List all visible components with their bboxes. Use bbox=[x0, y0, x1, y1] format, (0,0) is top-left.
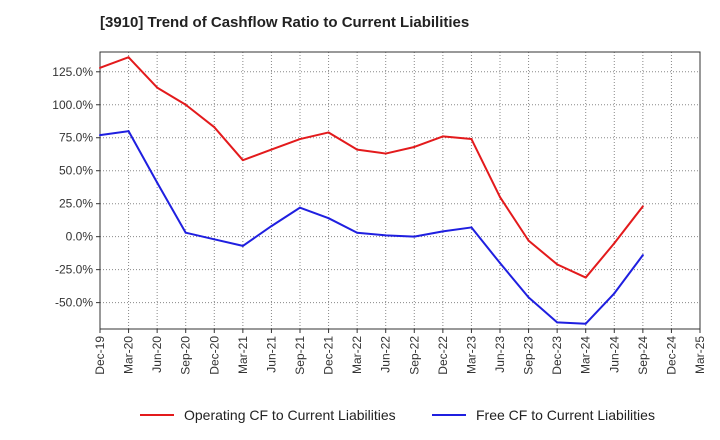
x-tick-label: Jun-23 bbox=[493, 336, 507, 373]
data-point-1 bbox=[327, 131, 330, 134]
data-point-1 bbox=[470, 138, 473, 141]
data-point-2 bbox=[441, 230, 444, 233]
y-tick-label: -50.0% bbox=[55, 296, 93, 310]
x-tick-label: Jun-24 bbox=[607, 336, 621, 373]
legend-label: Operating CF to Current Liabilities bbox=[184, 407, 396, 423]
legend-label: Free CF to Current Liabilities bbox=[476, 407, 655, 423]
x-tick-label: Sep-21 bbox=[293, 336, 307, 375]
x-tick-label: Mar-21 bbox=[236, 336, 250, 374]
x-tick-label: Mar-25 bbox=[693, 336, 707, 374]
legend-item: Operating CF to Current Liabilities bbox=[140, 404, 396, 426]
y-tick-label: 125.0% bbox=[52, 65, 93, 79]
x-tick-label: Mar-22 bbox=[350, 336, 364, 374]
x-tick-label: Dec-23 bbox=[550, 336, 564, 375]
legend-swatch bbox=[140, 414, 174, 416]
data-point-2 bbox=[584, 322, 587, 325]
data-point-2 bbox=[470, 226, 473, 229]
x-tick-label: Sep-23 bbox=[522, 336, 536, 375]
data-point-1 bbox=[556, 263, 559, 266]
series-line-2 bbox=[99, 130, 644, 325]
data-point-1 bbox=[527, 239, 530, 242]
data-point-1 bbox=[641, 205, 644, 208]
data-point-1 bbox=[384, 152, 387, 155]
y-tick-label: 0.0% bbox=[66, 230, 94, 244]
x-tick-label: Sep-22 bbox=[407, 336, 421, 375]
x-tick-label: Dec-22 bbox=[436, 336, 450, 375]
x-tick-label: Dec-21 bbox=[322, 336, 336, 375]
data-point-2 bbox=[499, 262, 501, 265]
data-point-1 bbox=[270, 148, 273, 151]
data-point-2 bbox=[356, 231, 359, 234]
data-point-2 bbox=[99, 134, 101, 137]
data-point-1 bbox=[127, 56, 130, 59]
data-point-2 bbox=[241, 244, 244, 247]
data-point-2 bbox=[527, 296, 530, 299]
series-line-1 bbox=[99, 56, 644, 279]
x-tick-label: Jun-22 bbox=[379, 336, 393, 373]
x-tick-label: Jun-21 bbox=[264, 336, 278, 373]
data-point-2 bbox=[613, 292, 616, 295]
data-point-2 bbox=[127, 130, 130, 133]
data-point-1 bbox=[184, 103, 187, 106]
data-point-1 bbox=[584, 276, 587, 279]
x-tick-label: Mar-24 bbox=[579, 336, 593, 374]
data-point-2 bbox=[213, 238, 216, 241]
data-point-1 bbox=[299, 138, 301, 141]
data-point-1 bbox=[213, 126, 216, 129]
x-tick-label: Sep-24 bbox=[636, 336, 650, 375]
data-point-1 bbox=[356, 148, 359, 151]
data-point-1 bbox=[413, 145, 416, 148]
x-tick-label: Mar-23 bbox=[464, 336, 478, 374]
data-point-1 bbox=[499, 196, 501, 199]
legend-swatch bbox=[432, 414, 466, 416]
data-point-2 bbox=[384, 234, 387, 237]
data-point-2 bbox=[270, 225, 273, 228]
data-point-2 bbox=[327, 217, 330, 220]
x-tick-label: Dec-20 bbox=[207, 336, 221, 375]
legend: Operating CF to Current Liabilities Free … bbox=[0, 404, 720, 426]
data-point-1 bbox=[241, 159, 244, 162]
plot-frame bbox=[99, 51, 701, 330]
data-point-2 bbox=[556, 321, 559, 324]
x-tick-label: Jun-20 bbox=[150, 336, 164, 373]
data-point-2 bbox=[156, 181, 159, 184]
y-tick-label: 50.0% bbox=[59, 164, 93, 178]
data-point-1 bbox=[99, 66, 101, 69]
data-point-1 bbox=[441, 135, 444, 138]
data-point-2 bbox=[413, 235, 416, 238]
x-tick-label: Sep-20 bbox=[179, 336, 193, 375]
x-tick-label: Dec-24 bbox=[664, 336, 678, 375]
plot-area bbox=[100, 52, 700, 329]
y-tick-label: -25.0% bbox=[55, 263, 93, 277]
x-tick-label: Dec-19 bbox=[93, 336, 107, 375]
x-tick-label: Mar-20 bbox=[122, 336, 136, 374]
data-point-2 bbox=[641, 254, 644, 257]
data-point-2 bbox=[184, 231, 187, 234]
y-tick-label: 75.0% bbox=[59, 131, 93, 145]
y-tick-label: 100.0% bbox=[52, 98, 93, 112]
data-point-2 bbox=[299, 206, 301, 209]
legend-item: Free CF to Current Liabilities bbox=[432, 404, 655, 426]
chart-title: [3910] Trend of Cashflow Ratio to Curren… bbox=[100, 14, 470, 31]
data-point-1 bbox=[156, 86, 159, 89]
y-tick-label: 25.0% bbox=[59, 197, 93, 211]
data-point-1 bbox=[613, 242, 616, 245]
